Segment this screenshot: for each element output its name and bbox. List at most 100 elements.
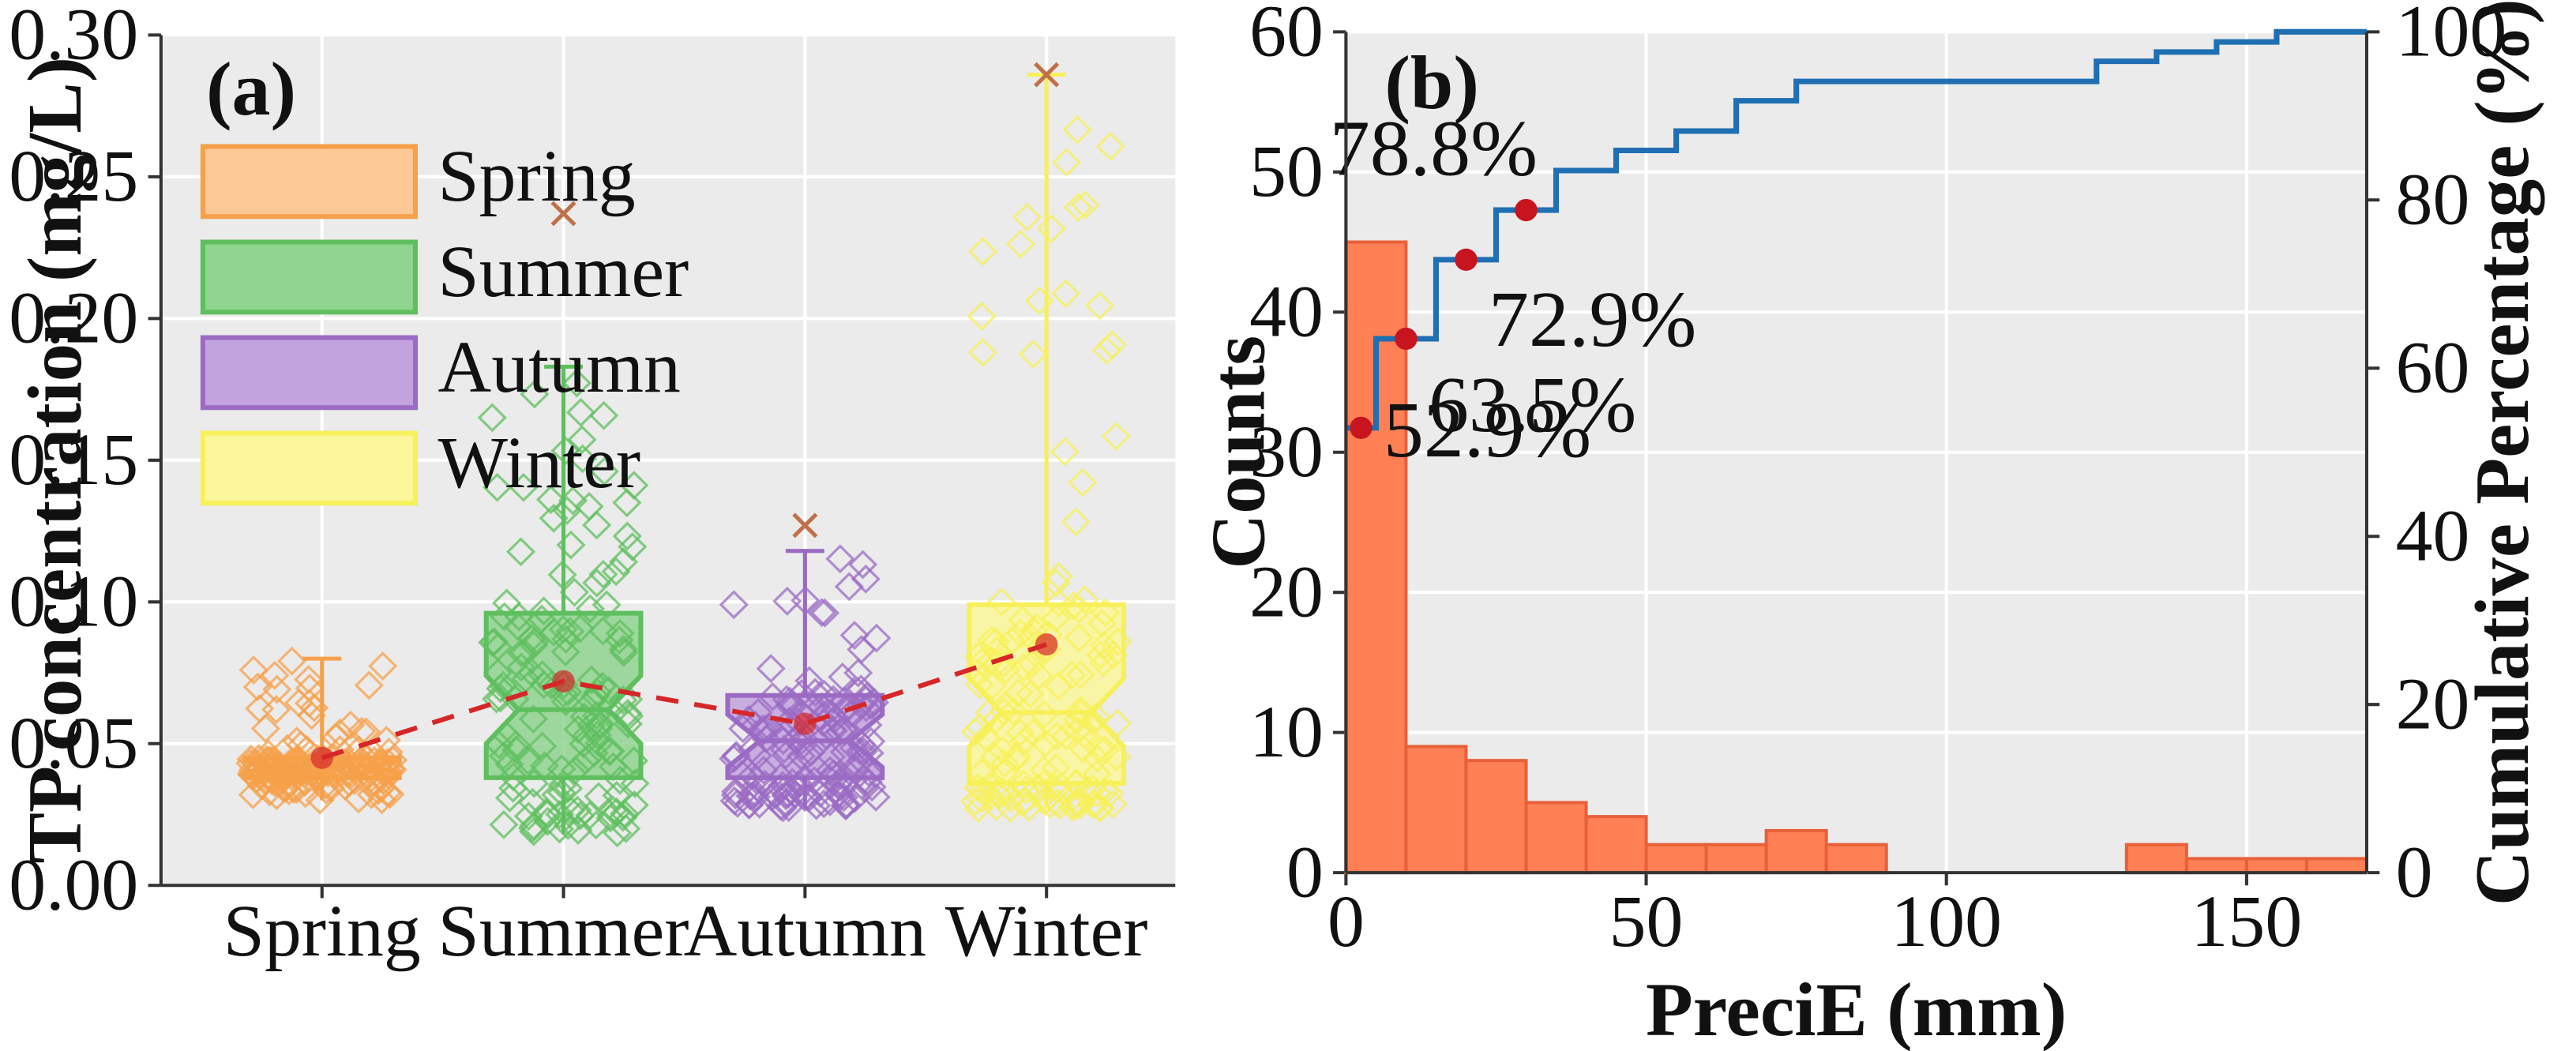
data-point (832, 790, 862, 820)
data-point (604, 625, 634, 655)
data-point (988, 736, 1018, 765)
histogram-bar (1764, 828, 1828, 875)
data-point (528, 731, 558, 761)
data-point (719, 590, 749, 620)
data-point (556, 530, 586, 560)
data-point (789, 764, 819, 794)
data-point (772, 586, 802, 616)
data-point (250, 714, 280, 744)
data-point (1018, 340, 1049, 370)
data-point (279, 775, 309, 805)
data-point (252, 745, 282, 775)
data-point (1082, 743, 1112, 773)
data-point (990, 655, 1020, 685)
data-point (790, 783, 820, 813)
data-point (846, 690, 876, 720)
data-point (1064, 595, 1095, 625)
data-point (589, 456, 619, 486)
data-point (565, 397, 596, 427)
panel-a-ytick-label: 0.30 (9, 0, 138, 76)
panel-b-y2tick-label: 80 (2396, 160, 2470, 240)
data-point (547, 560, 577, 590)
data-point (856, 726, 886, 756)
data-point (966, 784, 996, 814)
data-point (582, 510, 612, 540)
data-point (1029, 700, 1059, 730)
data-point (1095, 779, 1125, 809)
data-point (556, 796, 586, 825)
cumulative-label: 78.8% (1330, 104, 1538, 192)
data-point (1090, 598, 1121, 628)
data-point (967, 338, 998, 367)
data-point (276, 761, 306, 791)
data-point (490, 602, 520, 632)
data-point (787, 731, 817, 761)
mean-trend-line (321, 642, 1048, 760)
data-point (483, 472, 513, 502)
data-point (372, 756, 402, 786)
panel-b: 0 10 20 30 40 50 60 0 50 100 150 0 20 40 60 80 100 52.9%6… (1196, 0, 2545, 1051)
data-point (828, 662, 858, 692)
data-point (742, 765, 772, 795)
cumulative-percentage-line (1346, 28, 2367, 431)
data-point (491, 720, 521, 750)
data-point (608, 547, 639, 576)
panel-b-y2tick-label: 100 (2396, 0, 2507, 72)
mean-marker (552, 670, 575, 693)
data-point (1023, 661, 1053, 691)
data-point (977, 671, 1007, 700)
data-point (1065, 699, 1095, 729)
data-point (608, 685, 638, 715)
data-point (571, 721, 601, 750)
data-point (529, 751, 560, 781)
histogram-bar (2244, 857, 2308, 875)
cumulative-label: 52.9% (1384, 386, 1591, 474)
data-point (568, 444, 598, 474)
data-point (1078, 774, 1108, 804)
data-point (800, 678, 830, 708)
data-point (824, 760, 854, 790)
histogram-bar (1464, 759, 1528, 875)
data-point (976, 625, 1007, 655)
data-point (558, 486, 588, 516)
panel-b-xtick-label: 50 (1609, 881, 1684, 962)
data-point (1044, 561, 1074, 591)
data-point (829, 771, 860, 801)
data-point (989, 749, 1020, 779)
data-point (509, 472, 539, 502)
legend-label-winter: Winter (438, 423, 641, 504)
data-point (1091, 336, 1122, 366)
data-point (612, 488, 642, 518)
data-point (974, 697, 1004, 727)
data-point (846, 674, 876, 704)
data-point (766, 774, 796, 804)
panel-b-xtick-label: 150 (2191, 881, 2303, 962)
data-point (967, 302, 997, 331)
data-point (544, 814, 575, 844)
data-point (748, 714, 778, 744)
data-point (1095, 131, 1125, 161)
data-point (294, 665, 324, 694)
data-point (728, 714, 758, 744)
data-point (1038, 772, 1068, 802)
data-point (862, 623, 892, 653)
data-point (851, 685, 881, 715)
data-point (311, 775, 341, 805)
data-point (1068, 467, 1098, 497)
legend-swatch-spring (200, 144, 419, 220)
data-point (519, 768, 549, 798)
data-point (1057, 660, 1087, 690)
histogram-bar (1524, 801, 1588, 875)
data-point (541, 780, 571, 809)
panel-a-ytick-label: 0.10 (9, 561, 138, 642)
data-point (981, 627, 1011, 657)
data-point (963, 772, 993, 802)
data-point (561, 368, 592, 398)
data-point (848, 550, 878, 580)
mean-marker (1035, 633, 1058, 656)
data-point (519, 811, 549, 841)
data-point (545, 799, 575, 829)
data-point (242, 764, 272, 794)
data-point (581, 810, 611, 840)
